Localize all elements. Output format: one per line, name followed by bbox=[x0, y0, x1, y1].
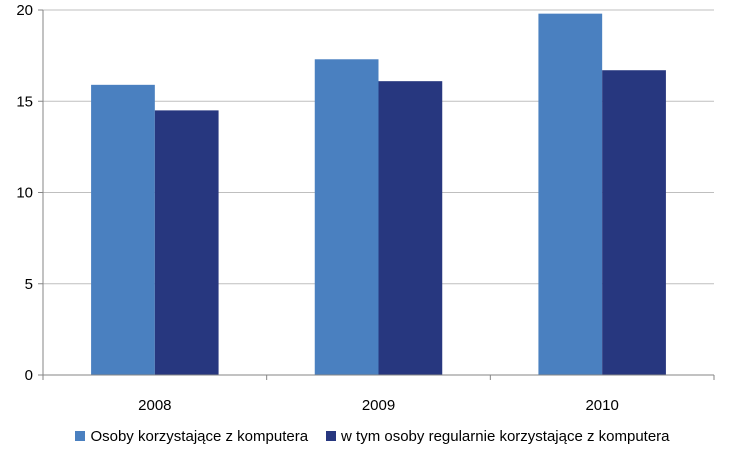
x-tick-label: 2008 bbox=[138, 397, 171, 414]
bar-2009-series-2 bbox=[378, 81, 443, 376]
bars bbox=[91, 13, 666, 376]
x-tick-label: 2010 bbox=[585, 397, 618, 414]
x-tick-label: 2009 bbox=[362, 397, 395, 414]
y-tick-labels: 0 5 10 15 20 bbox=[16, 2, 33, 384]
legend-label: w tym osoby regularnie korzystające z ko… bbox=[341, 427, 670, 445]
bar-2008-series-1 bbox=[91, 84, 155, 375]
bar-2010-series-2 bbox=[602, 70, 666, 375]
y-tick-label: 15 bbox=[16, 93, 33, 110]
bar-2010-series-1 bbox=[538, 13, 603, 376]
legend-item-1: Osoby korzystające z komputera bbox=[75, 428, 308, 445]
y-tick-label: 10 bbox=[16, 185, 33, 202]
legend-swatch bbox=[75, 431, 86, 441]
x-tick-labels: 2008 2009 2010 bbox=[138, 397, 619, 414]
legend-label: Osoby korzystające z komputera bbox=[90, 427, 309, 445]
legend: Osoby korzystające z komputera w tym osob… bbox=[0, 424, 745, 448]
axes bbox=[38, 9, 715, 380]
y-tick-label: 5 bbox=[25, 276, 33, 293]
bar-2009-series-1 bbox=[314, 59, 379, 376]
legend-swatch bbox=[326, 431, 337, 441]
y-tick-label: 0 bbox=[25, 367, 33, 384]
y-tick-label: 20 bbox=[16, 2, 33, 19]
bar-chart: 0 5 10 15 20 2008 2009 2010 bbox=[16, 2, 715, 414]
bar-2008-series-2 bbox=[154, 110, 219, 375]
legend-item-2: w tym osoby regularnie korzystające z ko… bbox=[326, 427, 670, 445]
